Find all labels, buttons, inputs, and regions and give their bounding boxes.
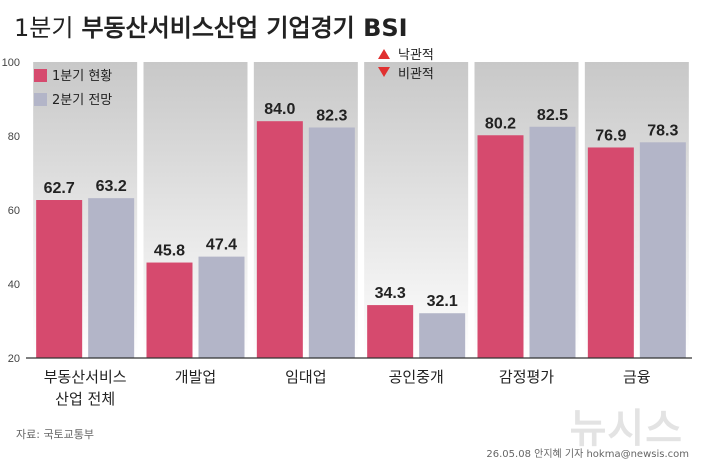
data-label-s1-c1: 47.4	[206, 237, 237, 254]
y-tick-label-100: 100	[2, 57, 20, 69]
chart-title-main: 부동산서비스산업 기업경기 BSI	[81, 14, 408, 42]
y-tick-label-60: 60	[8, 205, 20, 217]
bar-s0-c5	[587, 147, 634, 358]
pessimistic-arrow-icon	[378, 67, 390, 77]
optimistic-arrow-icon	[378, 49, 390, 59]
data-label-s0-c2: 84.0	[264, 101, 295, 118]
x-tick-label-2: 임대업	[285, 368, 326, 386]
bar-s0-c0	[36, 200, 83, 358]
data-label-s1-c4: 82.5	[537, 107, 568, 124]
legend-swatch-1	[34, 93, 47, 106]
chart-title-prefix: 1분기	[14, 14, 74, 42]
pessimistic-label: 비관적	[398, 67, 434, 82]
bar-s0-c2	[256, 121, 303, 358]
data-label-s1-c3: 32.1	[427, 293, 458, 310]
bar-s1-c0	[88, 198, 135, 358]
data-label-s0-c5: 76.9	[595, 127, 626, 144]
x-tick-label-5: 금융	[623, 368, 651, 386]
bar-s0-c3	[367, 305, 414, 358]
bar-s1-c4	[529, 126, 576, 358]
newsis-watermark: 뉴시스	[569, 406, 683, 452]
data-label-s0-c3: 34.3	[375, 285, 406, 302]
x-tick-label-1: 개발업	[175, 368, 216, 386]
source-note: 자료: 국토교통부	[16, 428, 95, 441]
y-tick-label-20: 20	[8, 353, 20, 365]
data-label-s1-c5: 78.3	[647, 122, 678, 139]
bar-s1-c2	[308, 127, 355, 359]
bar-s0-c1	[146, 262, 193, 358]
legend-label-0: 1분기 현황	[52, 69, 112, 84]
y-tick-label-40: 40	[8, 279, 20, 291]
chart-title: 1분기 부동산서비스산업 기업경기 BSI	[14, 8, 408, 43]
bar-s1-c5	[639, 142, 686, 358]
data-label-s0-c0: 62.7	[44, 180, 75, 197]
credit-note: 26.05.08 안지혜 기자 hokma@newsis.com	[486, 449, 689, 460]
data-label-s0-c1: 45.8	[154, 243, 185, 260]
bar-s1-c3	[419, 313, 466, 358]
data-label-s1-c2: 82.3	[316, 107, 347, 124]
optimistic-label: 낙관적	[398, 48, 434, 63]
legend-swatch-0	[34, 69, 47, 82]
bar-s1-c1	[198, 256, 245, 358]
x-tick-label-4: 감정평가	[499, 368, 554, 386]
bar-s0-c4	[477, 135, 524, 358]
x-tick-label-0-line1: 산업 전체	[55, 390, 115, 408]
data-label-s0-c4: 80.2	[485, 115, 516, 132]
y-tick-label-80: 80	[8, 131, 20, 143]
x-tick-label-0-line0: 부동산서비스	[44, 368, 127, 386]
data-label-s1-c0: 63.2	[96, 178, 127, 195]
legend-label-1: 2분기 전망	[52, 93, 112, 108]
x-tick-label-3: 공인중개	[389, 368, 444, 386]
